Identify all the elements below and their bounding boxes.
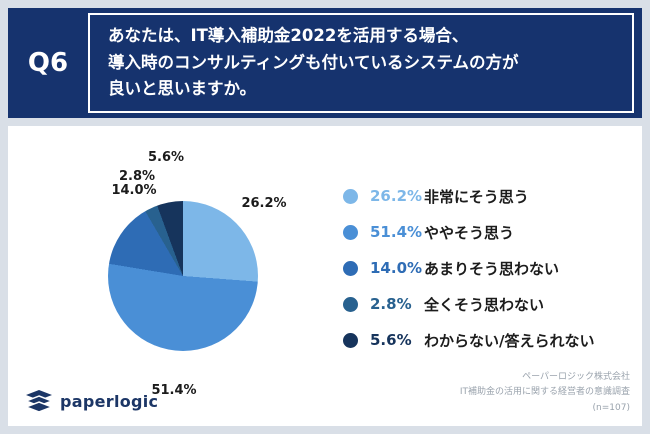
legend-item: 2.8% 全くそう思わない — [343, 294, 594, 314]
legend-label: ややそう思う — [424, 223, 515, 242]
question-header: Q6 あなたは、IT導入補助金2022を活用する場合、 導入時のコンサルティング… — [8, 8, 642, 118]
pie-chart: 26.2% 51.4% 14.0% 2.8% 5.6% — [8, 126, 338, 426]
chart-card: 26.2% 51.4% 14.0% 2.8% 5.6% 26.2% 非常にそう思う… — [8, 126, 642, 426]
pie-label-somewhat-disagree: 14.0% — [111, 183, 157, 198]
pie-label-somewhat-agree: 51.4% — [151, 383, 197, 398]
chart-legend: 26.2% 非常にそう思う 51.4% ややそう思う 14.0% あまりそう思わない 2.8… — [343, 186, 594, 366]
paperlogic-logo-icon — [26, 390, 52, 412]
paperlogic-logo-text: paperlogic — [60, 391, 159, 411]
legend-color-dot — [343, 332, 358, 348]
pie-label-strongly-agree: 26.2% — [241, 196, 287, 211]
legend-color-dot — [343, 296, 358, 312]
source-line-survey: IT補助金の活用に関する経営者の意識調査 — [459, 387, 630, 398]
question-text-box: あなたは、IT導入補助金2022を活用する場合、 導入時のコンサルティングも付い… — [88, 12, 634, 114]
legend-percent: 26.2% — [370, 187, 423, 205]
legend-percent: 2.8% — [370, 295, 412, 313]
pie — [108, 201, 258, 351]
source-line-sample-size: (n=107) — [592, 402, 630, 413]
survey-source-note: ペーパーロジック株式会社 IT補助金の活用に関する経営者の意識調査 (n=107… — [460, 370, 630, 416]
legend-item: 5.6% わからない/答えられない — [343, 330, 594, 350]
legend-color-dot — [343, 224, 358, 240]
legend-label: 非常にそう思う — [424, 187, 529, 206]
source-line-company: ペーパーロジック株式会社 — [522, 372, 630, 383]
legend-percent: 14.0% — [370, 259, 423, 277]
legend-percent: 51.4% — [370, 223, 423, 241]
legend-label: わからない/答えられない — [424, 331, 595, 350]
pie-label-dont-know: 5.6% — [147, 150, 185, 165]
legend-percent: 5.6% — [370, 331, 412, 349]
legend-color-dot — [343, 260, 358, 276]
legend-label: 全くそう思わない — [424, 295, 545, 314]
paperlogic-logo: paperlogic — [26, 390, 158, 412]
pie-label-strongly-disagree: 2.8% — [118, 169, 156, 184]
legend-item: 26.2% 非常にそう思う — [343, 186, 594, 206]
legend-item: 51.4% ややそう思う — [343, 222, 594, 242]
legend-item: 14.0% あまりそう思わない — [343, 258, 594, 278]
legend-color-dot — [343, 188, 358, 204]
legend-label: あまりそう思わない — [424, 259, 560, 278]
question-number: Q6 — [27, 48, 69, 78]
